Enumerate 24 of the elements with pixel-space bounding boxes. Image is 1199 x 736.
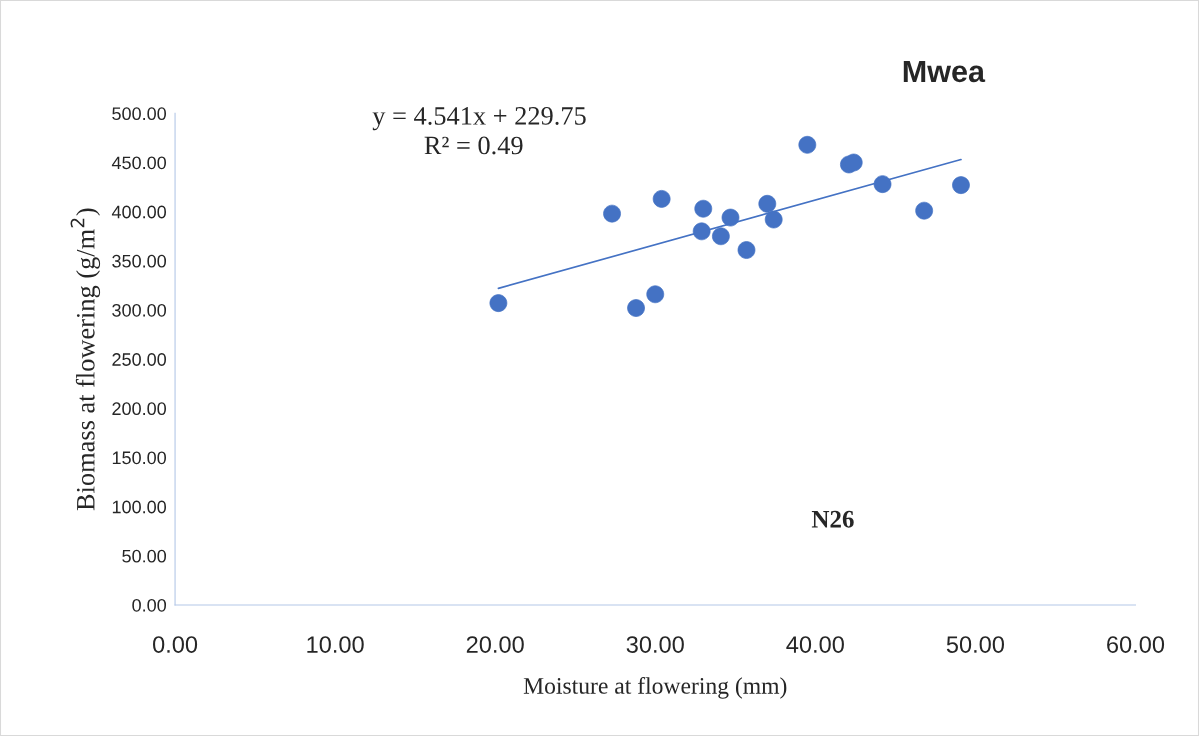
y-tick-label: 0.00	[132, 598, 167, 612]
y-tick-label: 300.00	[112, 303, 167, 317]
annotation: N26	[811, 510, 854, 528]
x-tick-label: 60.00	[1107, 636, 1165, 653]
x-tick-label: 10.00	[307, 636, 364, 653]
annotation: y = 4.541x + 229.75	[372, 107, 586, 131]
x-tick-label: 0.00	[153, 636, 198, 653]
x-tick-label: 40.00	[786, 636, 844, 653]
y-tick-label: 450.00	[111, 156, 167, 170]
chart-title: Mwea	[903, 60, 986, 83]
x-tick-label: 30.00	[626, 636, 684, 653]
y-tick-label: 150.00	[112, 451, 167, 465]
y-tick-label: 350.00	[112, 254, 167, 268]
y-tick-label: 50.00	[122, 549, 167, 563]
y-tick-label: 200.00	[112, 402, 167, 416]
y-tick-label: 100.00	[112, 500, 167, 514]
x-axis-title: Moisture at flowering (mm)	[523, 677, 787, 699]
x-tick-label: 50.00	[946, 636, 1005, 653]
x-tick-label: 20.00	[466, 636, 524, 653]
annotation: R² = 0.49	[424, 136, 523, 155]
y-tick-label: 400.00	[111, 205, 167, 219]
y-tick-label: 500.00	[112, 107, 167, 121]
y-axis-title: Biomass at flowering (g/m$^{2}$)	[70, 208, 101, 511]
y-tick-label: 250.00	[112, 353, 167, 366]
